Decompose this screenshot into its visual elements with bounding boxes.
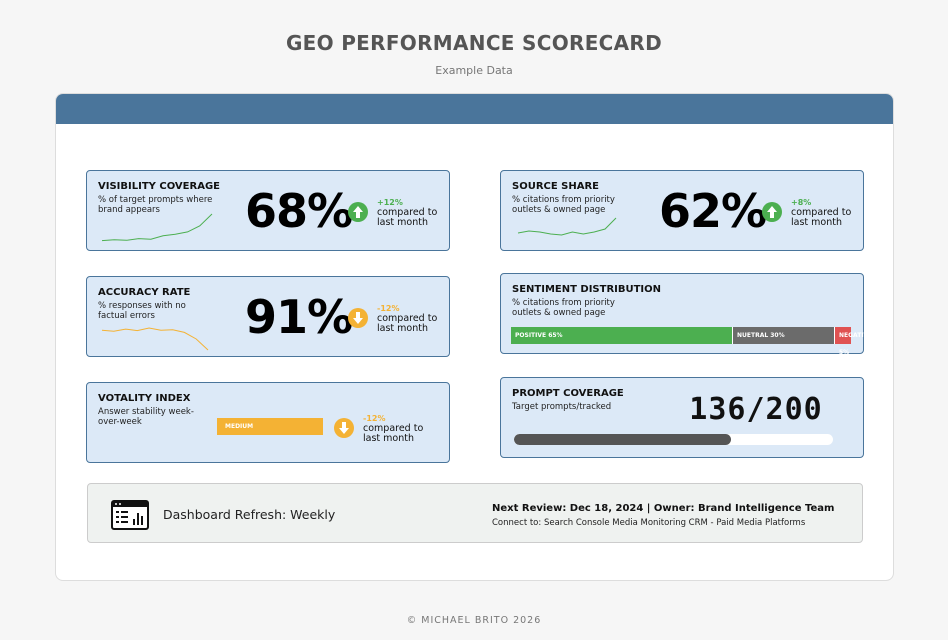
card-description: % citations from priority outlets & owne… [512, 298, 615, 318]
segment-label: POSITIVE 65% [515, 332, 563, 339]
arrow-down-icon [334, 418, 354, 438]
visibility-delta: +12% compared to last month [377, 198, 449, 228]
delta-caption: compared to last month [363, 423, 424, 444]
scorecard-panel: VISIBILITY COVERAGE % of target prompts … [55, 93, 894, 581]
card-description: Target prompts/tracked [512, 402, 612, 412]
prompt-coverage-card: PROMPT COVERAGE Target prompts/tracked 1… [500, 377, 864, 458]
card-title: ACCURACY RATE [98, 287, 191, 298]
sentiment-positive-segment: POSITIVE 65% [511, 327, 732, 344]
dashboard-icon [111, 500, 149, 530]
source-share-value: 62% [659, 184, 767, 238]
panel-header-bar [56, 94, 893, 124]
segment-label: NUETRAL 30% [737, 332, 785, 339]
copyright: © MICHAEL BRITO 2026 [406, 615, 542, 626]
refresh-label: Dashboard Refresh: Weekly [163, 507, 336, 522]
segment-label: NEGATIVE 5% [839, 332, 873, 356]
volatility-level-bar: MEDIUM [217, 418, 323, 435]
card-title: VOTALITY INDEX [98, 393, 191, 404]
delta-value: +8% [791, 198, 812, 207]
delta-value: +12% [377, 198, 403, 207]
sentiment-negative-segment: NEGATIVE 5% [834, 327, 872, 356]
card-description: Answer stability week-over-week [98, 407, 194, 427]
delta-caption: compared to last month [377, 207, 438, 228]
card-description: % of target prompts where brand appears [98, 195, 213, 215]
delta-caption: compared to last month [377, 313, 438, 334]
visibility-coverage-card: VISIBILITY COVERAGE % of target prompts … [86, 170, 450, 251]
card-title: VISIBILITY COVERAGE [98, 181, 220, 192]
sentiment-distribution-card: SENTIMENT DISTRIBUTION % citations from … [500, 273, 872, 356]
sparkline-trend-line [101, 213, 213, 242]
sentiment-neutral-segment: NUETRAL 30% [732, 327, 834, 344]
arrow-down-icon [348, 308, 368, 328]
visibility-value: 68% [245, 184, 353, 238]
visibility-sparkline [101, 213, 213, 242]
sparkline-trend-line [517, 217, 617, 236]
page-title: GEO PERFORMANCE SCORECARD [285, 31, 663, 55]
card-title: PROMPT COVERAGE [512, 388, 624, 399]
delta-value: -12% [363, 414, 386, 423]
delta-value: -12% [377, 304, 400, 313]
source-share-card: SOURCE SHARE % citations from priority o… [500, 170, 864, 251]
accuracy-value: 91% [245, 290, 353, 344]
volatility-delta: -12% compared to last month [363, 414, 443, 444]
card-description: % responses with no factual errors [98, 301, 186, 321]
arrow-up-icon [762, 202, 782, 222]
card-title: SOURCE SHARE [512, 181, 600, 192]
footer-info-panel: Dashboard Refresh: Weekly Next Review: D… [87, 483, 863, 543]
accuracy-sparkline [101, 327, 209, 351]
prompt-coverage-fill [514, 434, 731, 445]
sentiment-bar: POSITIVE 65% NUETRAL 30% NEGATIVE 5% [511, 327, 872, 356]
source-share-sparkline [517, 217, 617, 236]
prompt-coverage-value: 136/200 [689, 392, 823, 427]
next-review: Next Review: Dec 18, 2024 | Owner: Brand… [492, 503, 835, 514]
card-description: % citations from priority outlets & owne… [512, 195, 615, 215]
arrow-up-icon [348, 202, 368, 222]
page-subtitle: Example Data [435, 64, 513, 77]
accuracy-rate-card: ACCURACY RATE % responses with no factua… [86, 276, 450, 357]
prompt-coverage-track [514, 434, 833, 445]
delta-caption: compared to last month [791, 207, 852, 228]
card-title: SENTIMENT DISTRIBUTION [512, 284, 662, 295]
connect-sources: Connect to: Search Console Media Monitor… [492, 518, 806, 528]
source-share-delta: +8% compared to last month [791, 198, 863, 228]
sparkline-trend-line [101, 327, 209, 351]
accuracy-delta: -12% compared to last month [377, 304, 449, 334]
volatility-index-card: VOTALITY INDEX Answer stability week-ove… [86, 382, 450, 463]
volatility-level-label: MEDIUM [225, 423, 254, 430]
